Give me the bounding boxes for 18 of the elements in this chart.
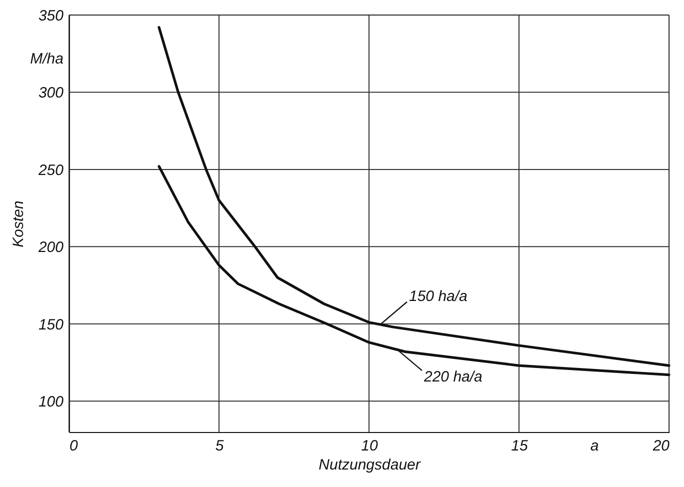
x-axis-title: Nutzungsdauer [318, 456, 422, 474]
annotation: 150 ha/a [409, 288, 468, 305]
y-tick-label: 300 [38, 84, 64, 102]
x-tick-label: 10 [361, 438, 378, 454]
y-tick-label: 350 [38, 8, 64, 24]
y-tick-label: 100 [38, 394, 64, 411]
y-tick-label: 200 [37, 239, 64, 256]
y-tick-label: 150 [38, 316, 64, 334]
x-tick-label: 0 [70, 438, 78, 454]
x-tick-label: 5 [215, 438, 224, 454]
y-axis-title: Kosten [10, 200, 28, 248]
annotation: 220 ha/a [423, 368, 482, 386]
x-tick-label: a [590, 438, 599, 454]
x-tick-label: 20 [652, 438, 670, 454]
y-tick-label: 250 [37, 162, 64, 179]
x-tick-label: 15 [511, 438, 528, 454]
y-tick-label: M/ha [30, 50, 64, 68]
line-series [158, 26, 670, 367]
